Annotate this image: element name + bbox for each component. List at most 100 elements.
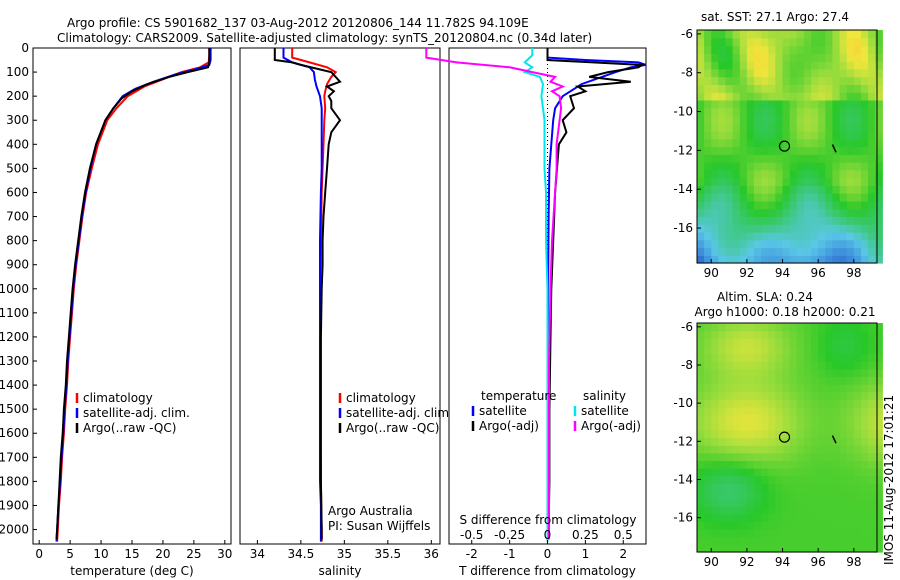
map-cell [839,468,848,477]
map-cell [796,323,805,332]
map-cell [768,323,776,332]
map-cell [832,330,841,339]
map-cell [796,529,805,538]
map-cell [718,521,727,530]
map-cell [825,399,833,408]
map-cell [704,445,712,454]
map-cell [868,107,876,117]
map-cell [754,437,762,446]
map-cell [754,138,762,148]
map-cell [775,107,784,117]
map-cell [832,361,841,370]
map-cell [732,76,741,85]
map-cell [839,154,848,163]
map-cell [796,123,805,132]
map-cell [875,544,883,553]
map-cell [704,361,712,370]
map-cell [768,68,776,78]
map-cell [846,68,855,78]
map-cell [782,224,791,233]
map-cell [868,399,876,408]
map-cell [697,536,705,545]
map-cell [746,490,755,500]
map-cell [761,185,769,194]
map-cell [725,468,734,477]
map-cell [725,216,734,225]
map-cell [811,544,819,553]
map-cell [846,30,855,39]
map-cell [803,384,812,393]
map-cell [832,506,841,515]
map-cell [732,490,741,500]
map-cell [846,529,855,538]
map-cell [711,76,719,85]
map-cell [853,460,862,469]
map-cell [789,521,798,530]
map-cell [832,61,841,70]
map-cell [846,131,855,140]
map-cell [789,483,798,492]
map-cell [861,169,869,179]
map-cell [789,76,798,85]
map-cell [818,30,826,39]
map-cell [825,154,833,163]
map-cell [853,224,862,233]
map-cell [768,107,776,117]
map-cell [718,506,727,515]
map-cell [818,224,826,233]
map-cell [746,255,755,264]
map-cell [853,138,862,148]
map-cell [811,506,819,515]
map-cell [775,399,784,408]
map-cell [875,452,883,461]
legend-group-title: temperature [481,389,556,403]
map-cell [704,131,712,140]
map-cell [739,338,748,347]
y-tick-label: 0 [21,41,29,55]
map-cell [775,338,784,347]
map-cell [875,123,883,132]
map-cell [697,37,705,47]
map-cell [796,99,805,109]
map-cell [789,45,798,54]
map-cell [739,115,748,124]
map-cell [711,452,719,461]
map-cell [839,61,848,70]
map-cell [775,193,784,202]
map-cell [803,131,812,140]
map-cell [832,255,841,264]
map-cell [761,544,769,553]
map-cell [775,208,784,217]
argo-position-marker [778,140,791,152]
map-cell [861,323,869,332]
map-cell [839,490,848,500]
map-cell [789,506,798,515]
map-cell [732,376,741,385]
map-cell [839,445,848,454]
map-cell [725,154,734,163]
map-cell [725,131,734,140]
map-cell [704,107,712,117]
map-cell [832,323,841,332]
map-cell [875,185,883,194]
map-cell [832,107,841,117]
map-cell [868,61,876,70]
map-cell [825,162,833,171]
map-cell [796,84,805,93]
map-cell [711,115,719,124]
map-cell [853,407,862,416]
map-cell [711,361,719,370]
map-cell [711,169,719,179]
map-cell [782,422,791,431]
map-cell [803,513,812,522]
map-cell [775,506,784,515]
map-cell [704,323,712,332]
header-line-2: Climatology: CARS2009. Satellite-adjuste… [57,31,592,45]
map-cell [868,239,876,249]
map-cell [818,61,826,70]
map-cell [761,483,769,492]
map-cell [732,368,741,377]
map-cell [775,460,784,469]
map-cell [704,330,712,339]
map-cell [697,193,705,202]
